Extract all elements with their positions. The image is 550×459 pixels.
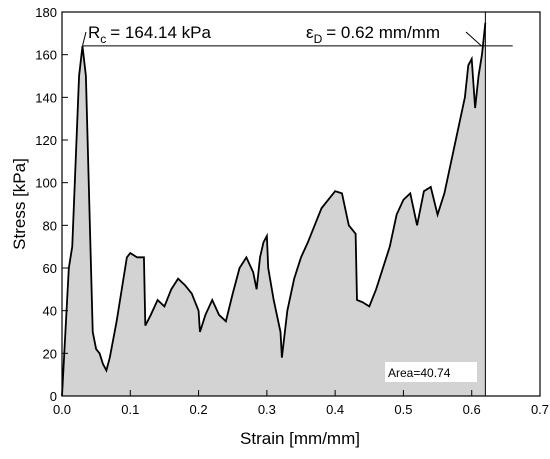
y-tick-label: 80 [43,218,57,233]
area-label-box [385,362,477,382]
x-tick-label: 0.7 [531,402,549,417]
y-tick-label: 180 [35,5,57,20]
y-axis-label: Stress [kPa] [10,158,29,250]
y-tick-label: 160 [35,48,57,63]
annotation: Rc = 164.14 kPa [88,23,211,46]
annotation-main: R [88,23,100,42]
y-tick-label: 0 [50,389,57,404]
area-label: Area=40.74 [388,366,451,380]
x-tick-label: 0.0 [53,402,71,417]
x-tick-label: 0.1 [121,402,139,417]
x-tick-label: 0.5 [394,402,412,417]
y-tick-label: 20 [43,346,57,361]
y-tick-label: 100 [35,176,57,191]
y-tick-label: 40 [43,304,57,319]
x-tick-label: 0.4 [326,402,344,417]
x-tick-label: 0.6 [463,402,481,417]
annotation-rest: = 164.14 kPa [110,23,211,42]
x-tick-label: 0.2 [190,402,208,417]
plot-frame [61,11,541,397]
annotation: εD = 0.62 mm/mm [306,23,440,46]
y-tick-label: 60 [43,261,57,276]
leader [82,31,87,46]
annotation-main: ε [306,23,314,42]
area [62,22,486,396]
x-axis-label: Strain [mm/mm] [240,429,360,448]
line [61,22,487,397]
annotation-sub: c [100,32,106,46]
annotation-sub: D [314,32,323,46]
leader [465,31,482,47]
x-tick-label: 0.3 [258,402,276,417]
annotation-rest: = 0.62 mm/mm [326,23,440,42]
y-tick-label: 140 [35,90,57,105]
y-tick-label: 120 [35,133,57,148]
